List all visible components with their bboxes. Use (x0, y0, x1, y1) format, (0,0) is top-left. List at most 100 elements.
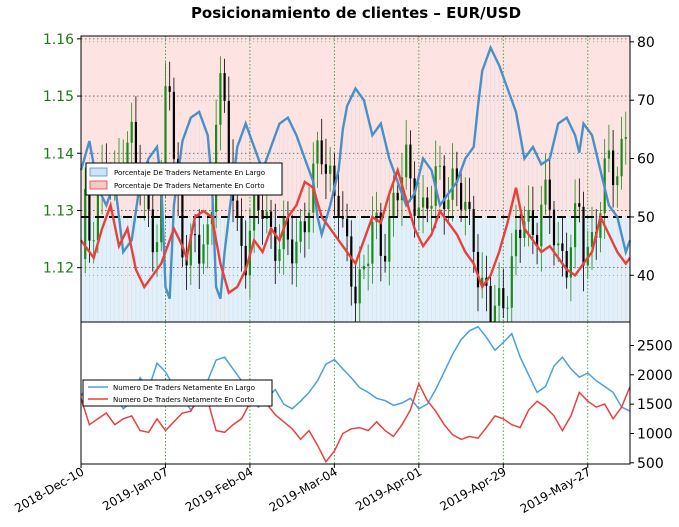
candle-body (307, 212, 311, 233)
candle-body (552, 209, 556, 246)
candle-body (519, 229, 522, 238)
net-long-percent-line (79, 44, 632, 300)
candle-body (536, 234, 539, 247)
price-axis: 1.16 1.15 1.14 1.13 1.12 (43, 32, 81, 277)
count-tick-label: 2000 (637, 368, 673, 384)
candle-body (620, 138, 623, 177)
candle-body (151, 209, 154, 253)
candle-body (240, 216, 243, 246)
candle-body (438, 165, 442, 167)
date-tick-label: 2019-Jan-07 (100, 464, 171, 513)
candle-body (624, 137, 627, 139)
candle-body (362, 266, 365, 270)
candle-body (388, 215, 391, 262)
chart-title: Posicionamiento de clientes – EUR/USD (191, 4, 521, 22)
candle-body (476, 251, 480, 288)
date-tick-label: 2018-Dec-10 (12, 464, 86, 515)
candle-body (464, 201, 467, 210)
bottom-frame (80, 321, 631, 465)
candle-body (303, 221, 306, 233)
candle-body (531, 210, 534, 235)
candle-body (244, 245, 247, 276)
candle-body (282, 216, 285, 250)
candle-body (569, 247, 572, 278)
top-legend: Porcentaje De Traders Netamente En Largo… (85, 162, 283, 196)
candle-body (422, 197, 425, 208)
candle-body (409, 144, 412, 179)
candle-body (396, 192, 399, 201)
candle-body (164, 86, 167, 174)
candle-body (460, 182, 463, 210)
candle-body (582, 206, 585, 266)
candle-body (168, 86, 171, 92)
candle-body (514, 229, 518, 257)
candle-body (88, 188, 91, 241)
candle-body (354, 286, 357, 304)
candle-body (540, 204, 543, 247)
candle-body (324, 164, 327, 174)
candle-body (202, 244, 205, 264)
date-tick-label: 2019-Apr-29 (438, 464, 509, 513)
candle-body (426, 197, 429, 209)
legend-swatch-short (89, 180, 108, 190)
short-traders-line (80, 381, 631, 464)
date-tick-label: 2019-May-27 (518, 464, 593, 516)
top-panel: 1.16 1.15 1.14 1.13 1.12 80 70 60 50 40 Porcenta… (43, 32, 655, 343)
candle-body (206, 224, 209, 245)
candle-body (265, 211, 268, 219)
percent-tick-label: 70 (637, 93, 655, 109)
candle-body (236, 200, 239, 216)
candle-body (219, 73, 222, 125)
candle-body (371, 222, 374, 264)
candle-body (295, 241, 298, 264)
candle-body (147, 182, 150, 210)
price-tick-label: 1.13 (43, 203, 74, 219)
candle-body (291, 239, 294, 264)
candle-body (472, 209, 475, 252)
legend-label-short-count: Numero De Traders Netamente En Corto (113, 396, 254, 404)
candle-body (316, 140, 319, 164)
legend-swatch-long (89, 167, 108, 177)
candle-body (185, 257, 188, 266)
candle-body (274, 226, 277, 261)
candle-body (227, 100, 230, 164)
top-legend-box (85, 162, 283, 196)
candle-body (299, 221, 302, 242)
candle-body (333, 165, 336, 196)
percent-tick-label: 50 (637, 210, 655, 226)
count-axis: 2500 2000 1500 1000 500 (630, 338, 673, 472)
candle-body (223, 73, 226, 101)
candle-body (84, 188, 87, 260)
candle-body (358, 269, 361, 304)
candle-body (189, 234, 192, 266)
legend-label-short-pct: Porcentaje De Traders Netamente En Corto (114, 182, 265, 190)
candle-body (261, 210, 264, 219)
candle-body (181, 190, 184, 258)
bottom-legend-box (82, 379, 273, 407)
candle-body (451, 168, 454, 200)
candle-body (561, 243, 564, 251)
candle-body (481, 277, 484, 288)
candle-body (578, 203, 581, 207)
candle-body (498, 288, 501, 306)
candle-body (565, 251, 568, 278)
candle-body (379, 212, 382, 256)
candle-body (405, 144, 408, 178)
candle-body (367, 263, 370, 266)
candle-body (612, 150, 615, 186)
candle-body (92, 240, 95, 242)
candle-body (198, 234, 201, 264)
candle-body (607, 150, 610, 159)
price-tick-label: 1.14 (43, 146, 74, 162)
percent-tick-label: 40 (637, 268, 655, 284)
price-tick-label: 1.16 (43, 32, 74, 48)
candle-body (346, 218, 349, 237)
candle-body (430, 205, 433, 209)
candle-body (126, 142, 129, 163)
candle-body (590, 232, 594, 247)
candle-body (468, 201, 471, 210)
candle-body (599, 213, 602, 238)
candle-body (134, 121, 137, 166)
candle-body (193, 234, 197, 236)
